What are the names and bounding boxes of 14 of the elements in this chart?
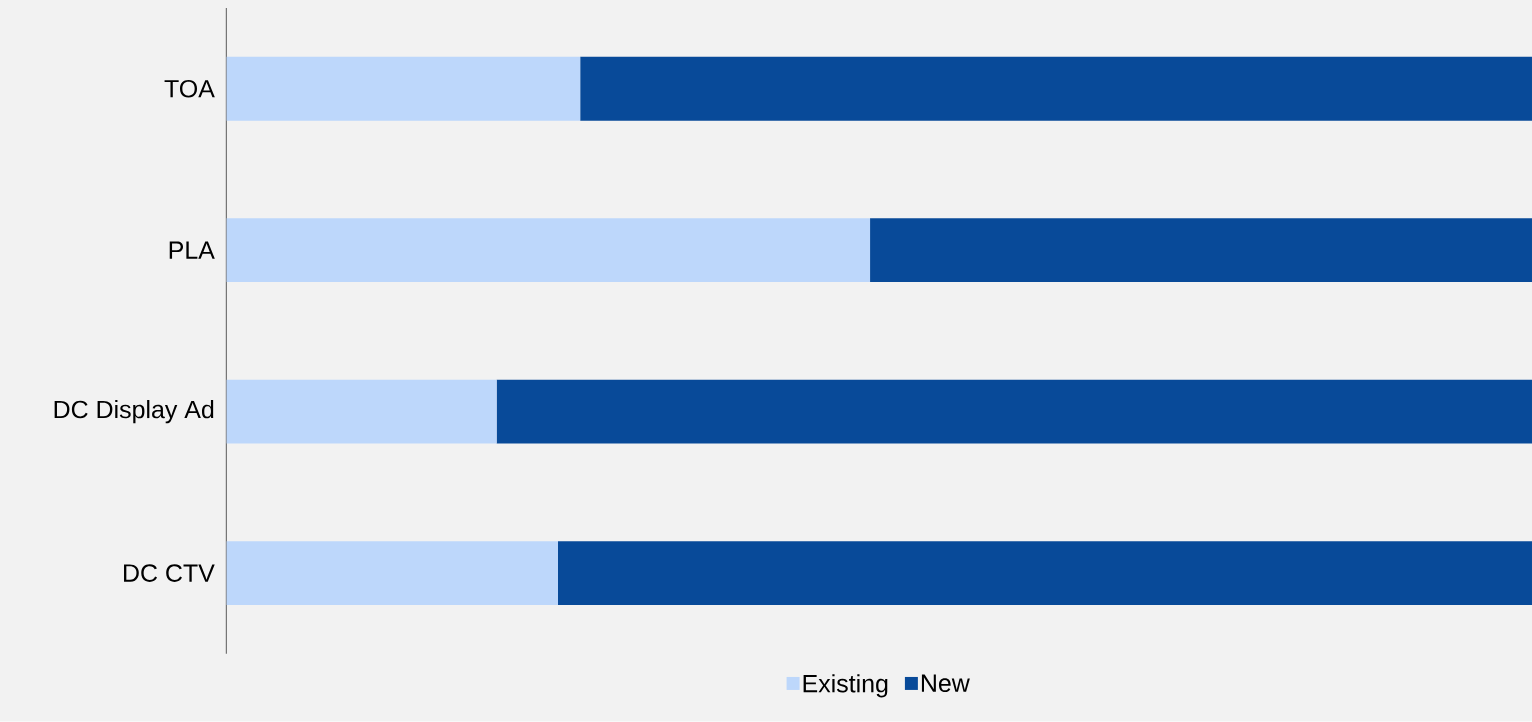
bar xyxy=(496,379,1532,444)
y-tick-label: DC Display Ad xyxy=(54,400,214,424)
legend-label: New xyxy=(921,674,970,693)
bar xyxy=(226,218,871,283)
y-tick-label: PLA xyxy=(169,241,215,259)
legend-label: Existing xyxy=(803,674,888,698)
bar xyxy=(226,379,497,444)
bar xyxy=(226,541,559,606)
bar xyxy=(558,541,1532,606)
bar xyxy=(226,56,581,121)
y-tick-label: DC CTV xyxy=(124,564,215,583)
y-tick-label: TOA xyxy=(164,80,215,98)
bar xyxy=(580,56,1532,121)
bar xyxy=(870,218,1532,283)
